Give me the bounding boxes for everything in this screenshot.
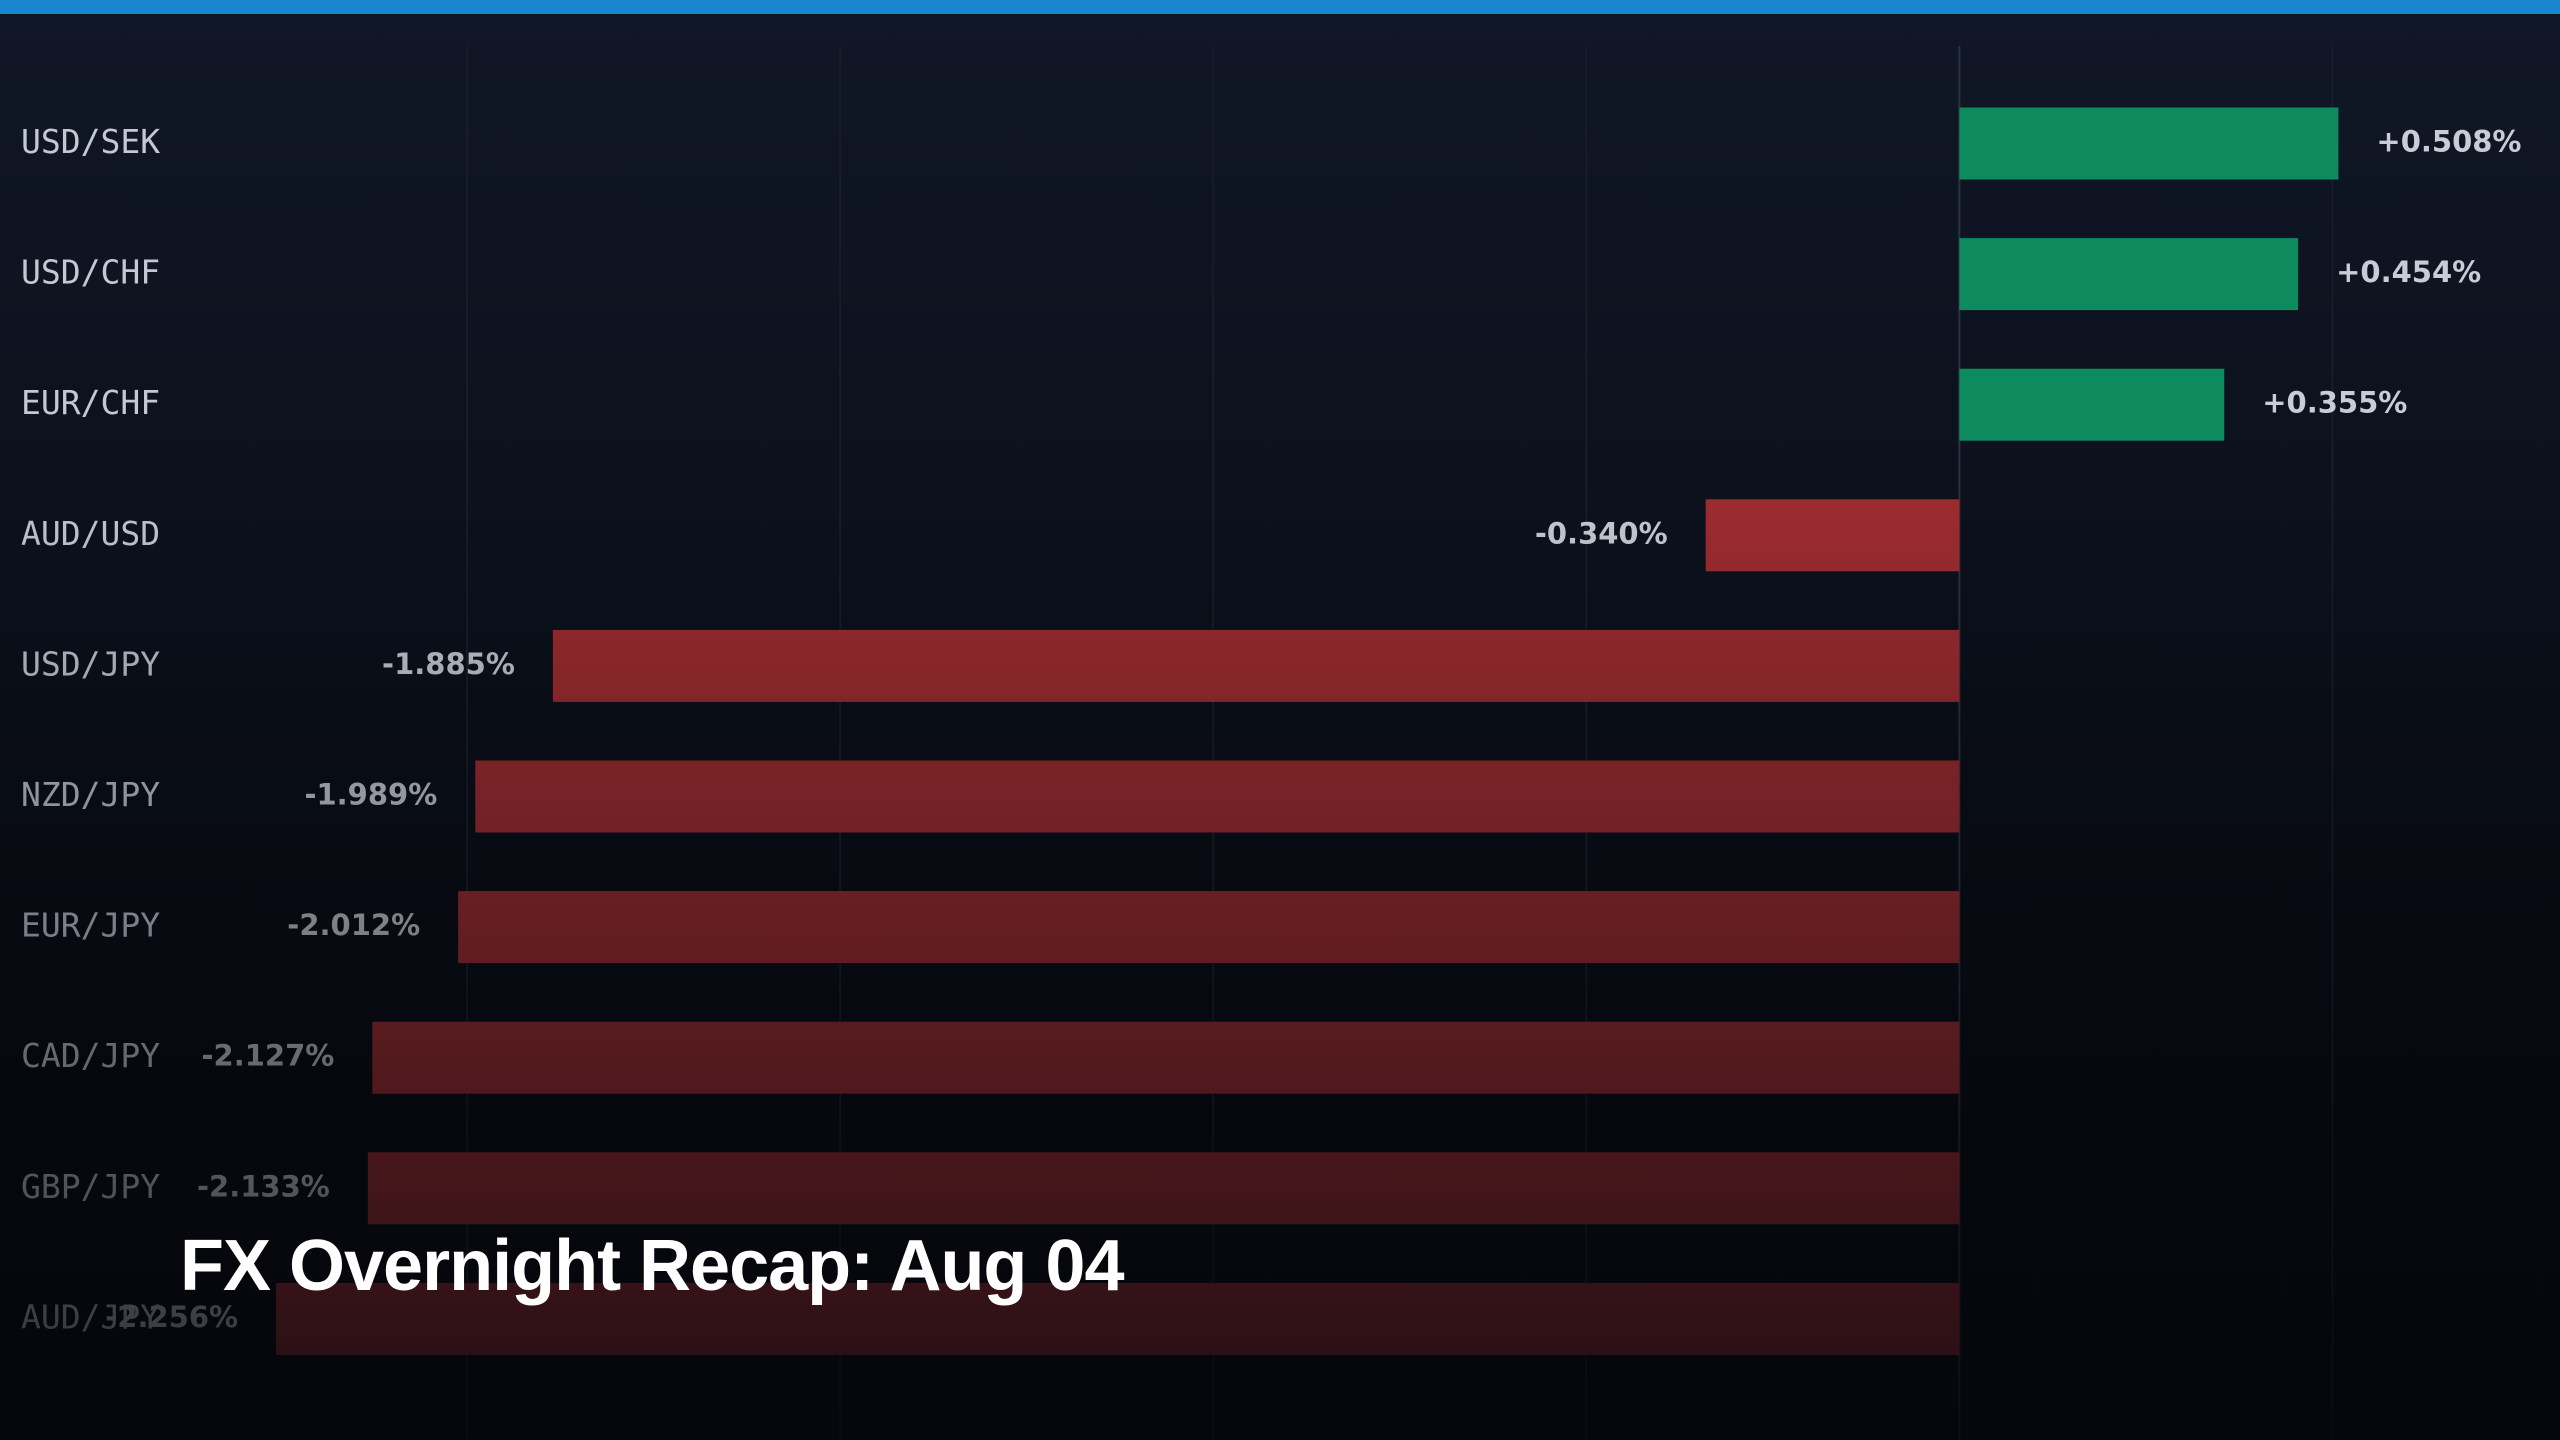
chart-title: FX Overnight Recap: Aug 04 xyxy=(180,1226,1124,1306)
